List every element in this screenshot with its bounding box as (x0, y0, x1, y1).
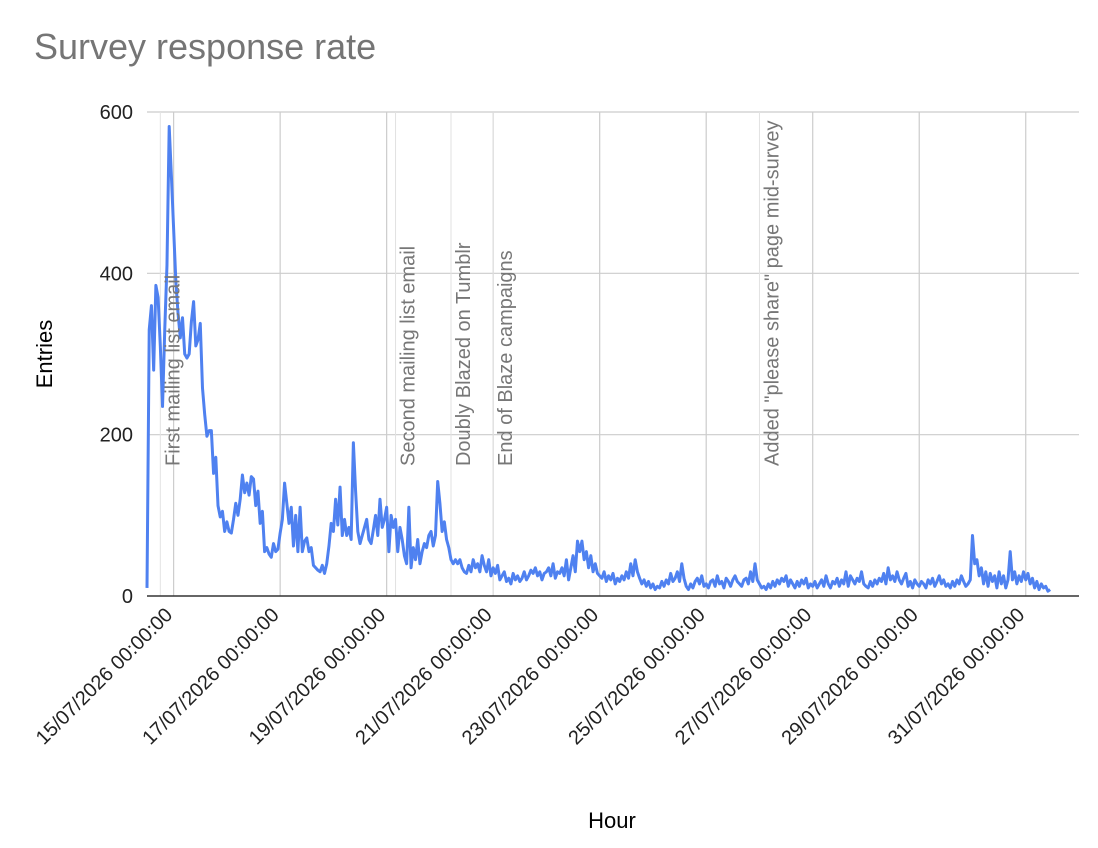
series-line (145, 125, 1052, 593)
chart-title: Survey response rate (34, 26, 377, 67)
y-tick-label: 600 (100, 102, 133, 124)
y-tick-labels: 0 200 400 600 (100, 102, 133, 608)
y-axis-label: Entries (32, 320, 57, 388)
annotation-label: First mailing list email (162, 275, 184, 466)
annotation-label: Added "please share" page mid-survey (761, 120, 783, 466)
y-gridlines (147, 111, 1079, 436)
annotation-label: End of Blaze campaigns (495, 250, 517, 466)
annotation-label: Second mailing list email (398, 246, 420, 466)
x-axis-label: Hour (588, 808, 636, 833)
annotation-label: Doubly Blazed on Tumblr (453, 242, 475, 466)
y-tick-label: 0 (122, 586, 133, 608)
y-tick-label: 400 (100, 263, 133, 285)
y-tick-label: 200 (100, 425, 133, 447)
annotation-labels: First mailing list email Second mailing l… (162, 120, 783, 466)
